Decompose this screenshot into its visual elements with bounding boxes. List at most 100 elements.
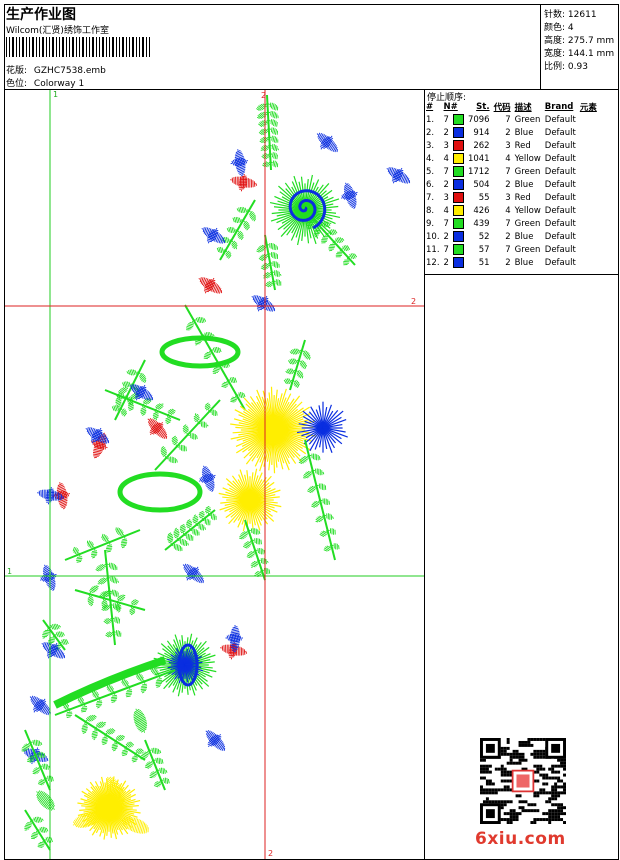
row-code: 7 [505,244,511,255]
table-row: 2. 2 914 2 Blue Default [425,126,600,139]
barcode [6,37,150,57]
row-stitches: 52 [478,231,490,242]
color-swatch [452,127,464,138]
row-element [579,139,600,152]
row-brand: Default [544,179,576,190]
row-needle: 7 [443,166,449,177]
row-element [579,126,600,139]
row-index: 1. [426,114,435,125]
row-swatch [452,256,467,269]
row-stitches: 55 [478,192,490,203]
row-index: 9. [426,218,435,229]
row-element [579,230,600,243]
stop-sequence-table: # N# St. 代码 描述 Brand 元素 1. 7 7096 7 Green Def… [425,101,600,269]
table-row: 1. 7 7096 7 Green Default [425,113,600,126]
embroidery-artwork [21,94,411,851]
stat-stitches: 针数: 12611 [544,10,597,20]
guide-label-red-right: 2 [411,297,416,306]
row-element [579,204,600,217]
row-swatch [452,152,467,165]
row-brand: Default [544,127,576,138]
col-element: 元素 [579,103,597,113]
color-swatch [452,153,464,164]
row-desc: Green [514,114,541,125]
row-desc: Blue [514,127,534,138]
row-code: 2 [505,231,511,242]
row-swatch [452,113,467,126]
stop-sequence-label: 停止顺序: [427,93,467,103]
row-stitches: 1712 [467,166,490,177]
color-swatch [452,166,464,177]
row-desc: Red [514,140,531,151]
row-element [579,113,600,126]
row-index: 6. [426,179,435,190]
design-file: GZHC7538.emb [33,66,106,76]
row-code: 2 [505,179,511,190]
row-element [579,243,600,256]
row-swatch [452,139,467,152]
row-stitches: 51 [478,257,490,268]
col-stitches: St. [476,102,490,112]
row-index: 11. [426,244,440,255]
row-desc: Green [514,244,541,255]
row-brand: Default [544,192,576,203]
color-swatch [452,257,464,268]
table-row: 9. 7 439 7 Green Default [425,217,600,230]
row-needle: 3 [443,192,449,203]
row-swatch [452,204,467,217]
table-row: 3. 3 262 3 Red Default [425,139,600,152]
row-desc: Red [514,192,531,203]
row-index: 2. [426,127,435,138]
row-element [579,217,600,230]
studio-name: Wilcom(汇贤)绣饰工作室 [6,26,109,36]
color-swatch [452,140,464,151]
row-stitches: 262 [473,140,490,151]
table-row: 4. 4 1041 4 Yellow Default [425,152,600,165]
color-swatch [452,114,464,125]
stat-scale: 比例: 0.93 [544,62,588,72]
row-brand: Default [544,205,576,216]
color-swatch [452,205,464,216]
row-brand: Default [544,166,576,177]
row-index: 5. [426,166,435,177]
row-brand: Default [544,218,576,229]
row-needle: 2 [443,257,449,268]
table-row: 6. 2 504 2 Blue Default [425,178,600,191]
row-stitches: 7096 [467,114,490,125]
row-stitches: 57 [478,244,490,255]
stat-colors: 颜色: 4 [544,23,574,33]
row-swatch [452,217,467,230]
guide-label-green-left: 1 [7,567,12,576]
row-code: 7 [505,166,511,177]
row-index: 4. [426,153,435,164]
colorway-info: 色位: Colorway 1 [6,76,84,89]
row-index: 12. [426,257,440,268]
row-swatch [452,191,467,204]
row-brand: Default [544,257,576,268]
table-header-row: # N# St. 代码 描述 Brand 元素 [425,101,600,113]
row-code: 2 [505,257,511,268]
row-code: 7 [505,218,511,229]
colorway-label: 色位: [6,79,28,89]
row-needle: 2 [443,179,449,190]
row-swatch [452,165,467,178]
row-desc: Yellow [514,153,541,164]
row-code: 7 [505,114,511,125]
row-element [579,191,600,204]
row-code: 4 [505,153,511,164]
row-brand: Default [544,140,576,151]
site-watermark: 6xiu.com [475,829,566,849]
row-stitches: 504 [473,179,490,190]
row-needle: 7 [443,114,449,125]
row-needle: 7 [443,218,449,229]
row-brand: Default [544,231,576,242]
row-stitches: 1041 [467,153,490,164]
color-swatch [452,179,464,190]
col-code: 代码 [493,103,511,113]
table-row: 12. 2 51 2 Blue Default [425,256,600,269]
row-desc: Blue [514,179,534,190]
table-row: 10. 2 52 2 Blue Default [425,230,600,243]
color-swatch [452,231,464,242]
row-stitches: 914 [473,127,490,138]
row-brand: Default [544,114,576,125]
